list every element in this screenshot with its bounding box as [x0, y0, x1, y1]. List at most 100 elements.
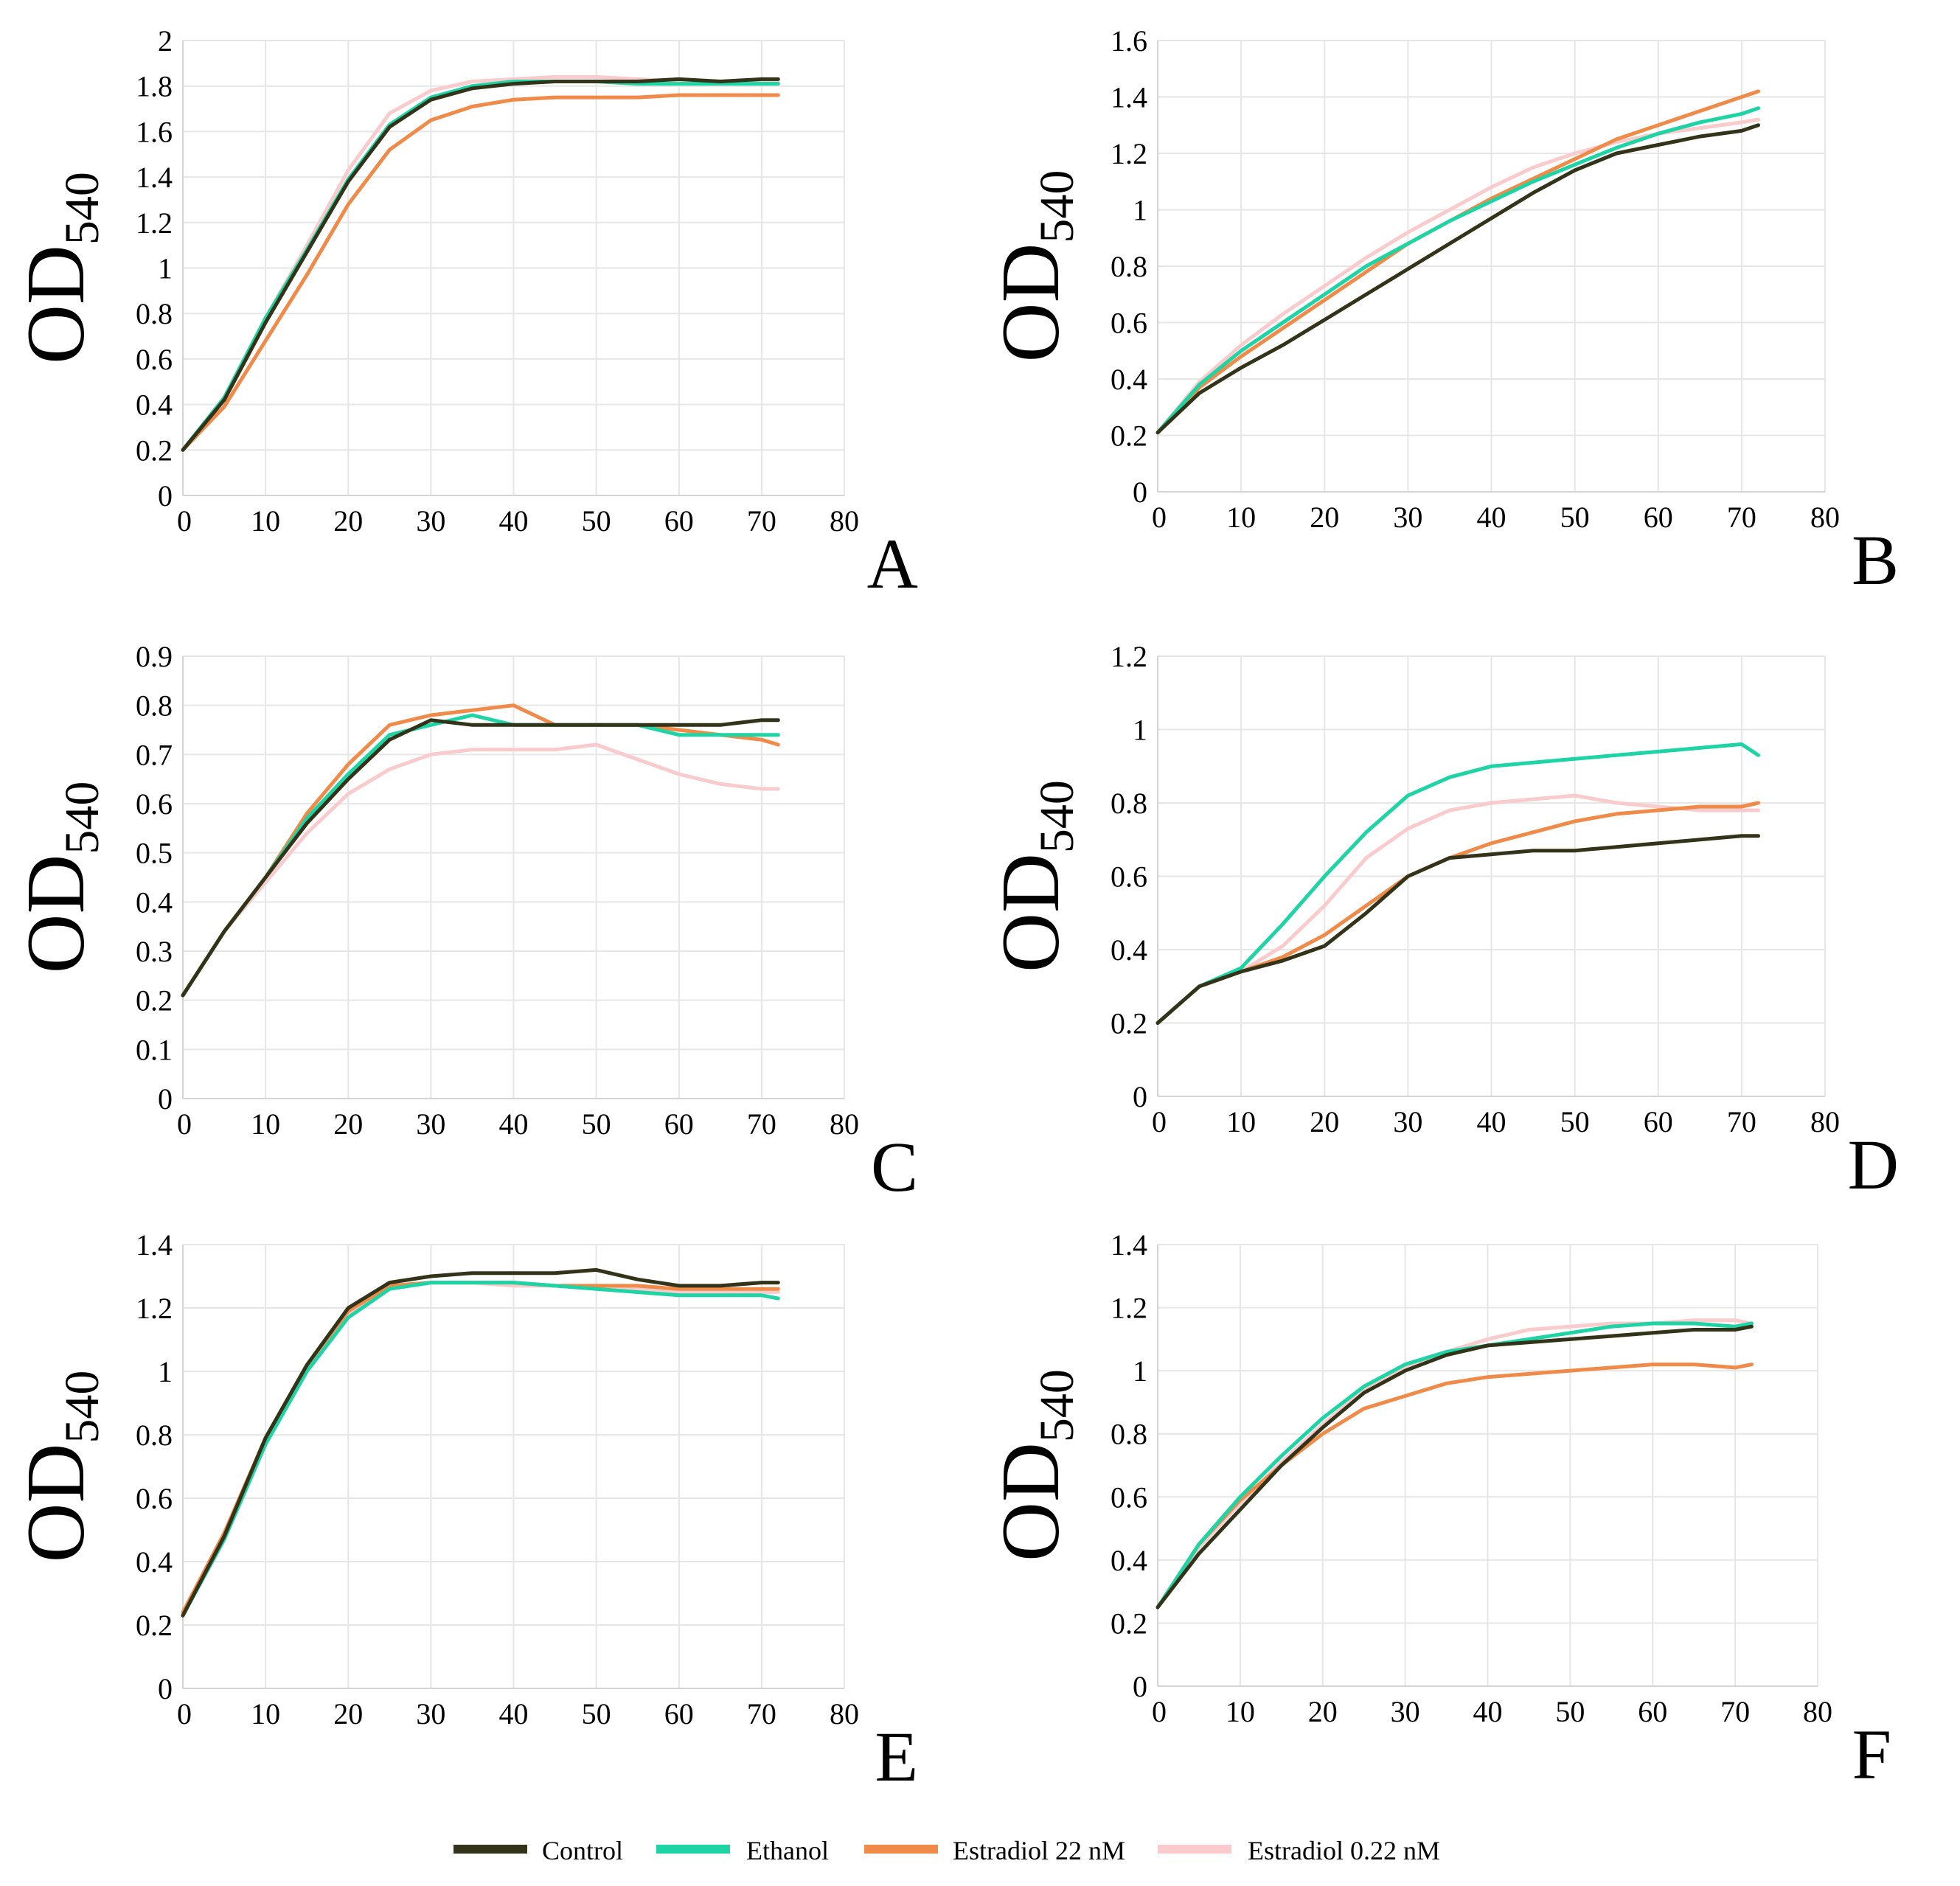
- panel-f: 0 10 20 30 40 50 60 70 80 0 0.2 0.4 0.6 0.8 1 1.2 1.4 OD5…: [985, 1228, 1891, 1794]
- x-tick-label: 40: [499, 504, 529, 537]
- y-tick-label: 0.6: [136, 787, 173, 821]
- y-tick-label: 1: [1133, 194, 1147, 227]
- x-tick-label: 20: [333, 1107, 363, 1141]
- x-tick-label: 80: [1810, 1105, 1840, 1138]
- y-axis-label: OD540: [985, 780, 1084, 972]
- y-tick-label: 0.8: [136, 1419, 173, 1452]
- x-tick-label: 0: [177, 1107, 192, 1141]
- x-tick-label: 30: [416, 1107, 445, 1141]
- x-tick-label: 30: [1393, 501, 1422, 534]
- series-line-control: [1156, 123, 1760, 435]
- x-tick-label: 10: [251, 1697, 280, 1730]
- x-tick-label: 40: [1473, 1695, 1503, 1728]
- series-line-estradiol-0-22-nm: [1156, 117, 1760, 435]
- y-tick-label: 0.2: [136, 984, 173, 1017]
- series-line-control: [181, 1267, 780, 1618]
- y-tick-label: 1.4: [1111, 1228, 1147, 1262]
- y-tick-label: 0.4: [136, 389, 173, 422]
- series-line-control: [1156, 1324, 1754, 1610]
- y-axis-label: OD540: [10, 1371, 109, 1563]
- x-tick-label: 30: [1391, 1695, 1420, 1728]
- y-axis-label-main: OD: [985, 243, 1077, 363]
- y-tick-label: 0.1: [136, 1033, 173, 1066]
- y-axis-label-subscript: 540: [55, 1371, 109, 1444]
- y-tick-label: 0.8: [1111, 787, 1147, 820]
- x-tick-label: 0: [1152, 501, 1167, 534]
- y-tick-label: 0.7: [136, 738, 173, 771]
- x-tick-label: 0: [1152, 1695, 1167, 1728]
- panel-d: 0 10 20 30 40 50 60 70 80 0 0.2 0.4 0.6 0.8 1 1.2 OD540 D: [985, 640, 1899, 1204]
- x-tick-label: 60: [1644, 501, 1673, 534]
- x-tick-label: 10: [1226, 1695, 1255, 1728]
- y-tick-label: 1: [1133, 714, 1147, 747]
- y-tick-label: 0.3: [136, 935, 173, 968]
- y-tick-label: 1.2: [136, 1292, 173, 1325]
- y-tick-label: 1: [1133, 1354, 1147, 1388]
- y-tick-label: 0.6: [1111, 1480, 1147, 1514]
- y-axis-label-subscript: 540: [55, 172, 109, 245]
- legend-item: Estradiol 0.22 nM: [1158, 1836, 1440, 1865]
- x-tick-label: 20: [333, 504, 363, 537]
- x-tick-label: 70: [747, 1107, 776, 1141]
- y-tick-label: 0.4: [1111, 1544, 1147, 1577]
- x-tick-label: 10: [1226, 501, 1256, 534]
- x-tick-label: 30: [416, 1697, 445, 1730]
- x-tick-label: 40: [1477, 1105, 1507, 1138]
- y-axis-label: OD540: [985, 1369, 1084, 1562]
- panel-label: A: [867, 524, 918, 603]
- y-tick-label: 0.4: [1111, 933, 1147, 967]
- x-tick-label: 50: [1555, 1695, 1585, 1728]
- x-tick-label: 70: [1727, 1105, 1756, 1138]
- y-tick-label: 1.4: [1111, 81, 1147, 114]
- x-tick-label: 40: [499, 1107, 529, 1141]
- y-tick-label: 0: [1133, 1670, 1147, 1703]
- y-tick-label: 0.2: [136, 1609, 173, 1642]
- y-axis-label-subscript: 540: [1030, 1369, 1084, 1442]
- x-tick-label: 80: [830, 1107, 859, 1141]
- y-tick-label: 0.4: [136, 885, 173, 919]
- series-line-estradiol-22-nm: [1156, 1363, 1754, 1610]
- series-line-ethanol: [1156, 742, 1760, 1025]
- y-tick-label: 0.4: [136, 1545, 173, 1579]
- y-tick-label: 1.2: [1111, 1292, 1147, 1325]
- x-tick-label: 20: [1310, 1105, 1339, 1138]
- panels: 0 10 20 30 40 50 60 70 8000.20.40.60.811.21.41.6…: [10, 24, 1899, 1796]
- panel-label: E: [875, 1717, 918, 1796]
- x-tick-label: 30: [1393, 1105, 1422, 1138]
- panel-label: F: [1852, 1715, 1891, 1794]
- y-tick-label: 0.8: [1111, 250, 1147, 283]
- series-line-ethanol: [181, 1281, 780, 1618]
- x-tick-label: 40: [499, 1697, 529, 1730]
- y-tick-label: 0.2: [1111, 1607, 1147, 1640]
- legend-label: Estradiol 22 nM: [953, 1836, 1125, 1865]
- panel-e: 0 10 20 30 40 50 60 70 80 0 0.2 0.4 0.6 0.8 1 1.2 1.4 OD5…: [10, 1228, 918, 1796]
- y-tick-label: 0.9: [136, 640, 173, 673]
- legend-label: Control: [542, 1836, 623, 1865]
- x-tick-label: 10: [1226, 1105, 1256, 1138]
- x-tick-label: 10: [251, 1107, 280, 1141]
- y-axis-label: OD540: [10, 782, 109, 974]
- y-tick-label: 0.5: [136, 837, 173, 870]
- y-tick-label: 1.2: [1111, 640, 1147, 673]
- y-tick-label: 1.6: [1111, 24, 1147, 58]
- x-tick-label: 60: [664, 504, 694, 537]
- y-tick-label: 0.6: [1111, 307, 1147, 340]
- legend: Control Ethanol Estradiol 22 nM Estradiol 0…: [453, 1836, 1440, 1865]
- y-tick-label: 0: [158, 1082, 173, 1116]
- y-axis-label-main: OD: [985, 1442, 1077, 1562]
- y-axis-label-subscript: 540: [55, 782, 109, 855]
- x-tick-label: 70: [747, 504, 776, 537]
- x-tick-label: 20: [1310, 501, 1339, 534]
- series-line-control: [1156, 834, 1760, 1025]
- panel-label: C: [871, 1127, 918, 1206]
- x-tick-label: 80: [1810, 501, 1840, 534]
- x-tick-label: 30: [416, 504, 445, 537]
- x-tick-label: 50: [1560, 1105, 1590, 1138]
- x-tick-label: 50: [582, 1697, 611, 1730]
- y-tick-label: 1.2: [136, 206, 173, 240]
- y-axis-label-main: OD: [985, 853, 1077, 972]
- series-line-control: [181, 77, 780, 452]
- y-axis-label-subscript: 540: [1030, 170, 1084, 243]
- y-tick-label: 0.8: [136, 297, 173, 330]
- x-tick-label: 50: [582, 504, 611, 537]
